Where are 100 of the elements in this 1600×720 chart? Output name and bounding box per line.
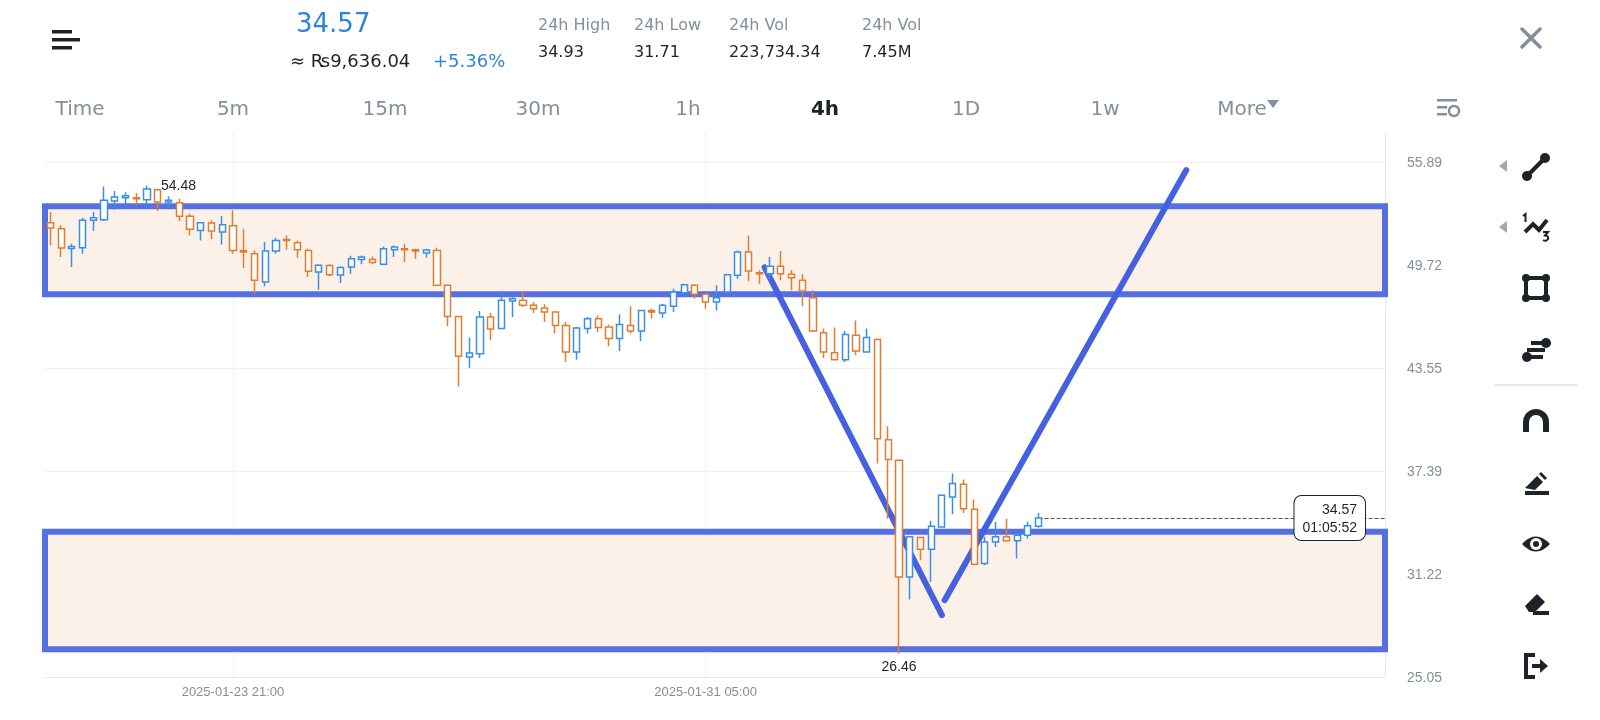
candlestick [1013,530,1022,560]
text: 4h [810,96,840,120]
candlestick [540,303,549,323]
candlestick [873,337,882,465]
candlestick [615,313,624,352]
candlestick [314,263,323,291]
candlestick [239,228,248,269]
candlestick [271,236,281,255]
candlestick [712,284,721,312]
y-tick-label: 43.55 [1407,360,1443,376]
annotation: 54.48 [161,177,197,194]
candlestick [626,305,635,335]
candlestick [669,287,678,313]
candlestick [884,425,893,520]
candlestick [755,269,764,285]
candlestick [980,536,989,567]
candlestick [336,265,345,284]
text: 15m [362,96,408,120]
candlestick [733,249,742,280]
candlestick [153,188,162,212]
candlestick [647,307,656,320]
candlestick [637,309,646,342]
candlestick [776,250,785,282]
candlestick [894,458,904,655]
y-tick-label: 31.22 [1407,565,1443,582]
candlestick [497,290,506,330]
candlestick [680,282,689,298]
text: 24h High [538,15,611,34]
candlestick [78,216,87,255]
candlestick [787,269,796,292]
candlestick [830,326,839,362]
candlestick [207,219,216,240]
candlestick [110,190,119,211]
text: 1D [951,96,981,120]
text: More [1217,96,1267,120]
candlestick [347,255,356,275]
candlestick [583,316,592,335]
candlestick [765,256,775,280]
candlestick [927,520,936,583]
candlestick [561,321,571,363]
candlestick [701,292,710,310]
y-tick-label: 25.05 [1407,669,1443,685]
text: 24h Low [634,15,702,34]
candlestick [572,326,581,361]
y-tick-label: 49.72 [1407,256,1443,273]
candlestick [819,327,828,359]
candlestick [164,195,173,211]
text: 31.71 [634,42,680,61]
candlestick [400,242,409,263]
ref-line-label: 34.57 01:05:52 [1302,500,1358,535]
text: 34.93 [538,42,584,61]
y-tick-label: 37.39 [1407,462,1443,479]
text: 223,734.34 [729,42,821,61]
candlestick [228,209,238,255]
candlestick [293,239,302,259]
annotation: 26.46 [881,658,917,675]
candlestick [948,472,957,516]
candlestick [841,330,850,363]
candlestick [304,248,313,278]
candlestick [379,245,388,267]
candlestick [744,234,753,283]
candlestick [454,315,463,388]
candlestick [475,310,485,359]
candlestick [851,319,861,357]
candlestick [196,221,205,242]
chart-subtitle: ≈ ₨9,636.04 [290,50,411,71]
candlestick [690,283,699,300]
candlestick [1034,512,1043,529]
text: 7.45M [862,42,912,61]
candlestick [432,247,442,287]
candlestick [175,197,184,222]
candlestick [57,224,66,258]
text: 24h Vol [729,15,789,34]
candlestick [443,284,452,327]
candlestick [798,273,807,308]
candlestick [508,293,517,318]
text: 24h Vol [862,15,922,34]
candlestick [1002,517,1011,542]
candlestick [46,211,55,247]
candlestick [937,494,946,529]
candlestick [551,311,560,335]
candlestick [250,249,259,296]
candlestick [121,191,130,206]
candlestick [991,521,1000,548]
text: 1w [1090,96,1120,120]
candlestick [67,242,76,268]
candlestick [808,289,818,333]
candlestick [959,478,968,514]
y-tick-label: 55.89 [1407,153,1443,170]
x-tick-label: 2025-01-31 05:00 [654,684,757,699]
text: +5.36% [433,50,506,71]
candlestick [325,263,334,278]
candlestick [604,323,614,348]
text: Time [55,96,105,120]
candlestick [723,272,732,293]
text: 30m [515,96,561,120]
candlestick [518,290,528,308]
x-tick-label: 2025-01-23 21:00 [181,684,285,699]
candlestick [185,212,195,237]
text: 1h [675,96,701,120]
